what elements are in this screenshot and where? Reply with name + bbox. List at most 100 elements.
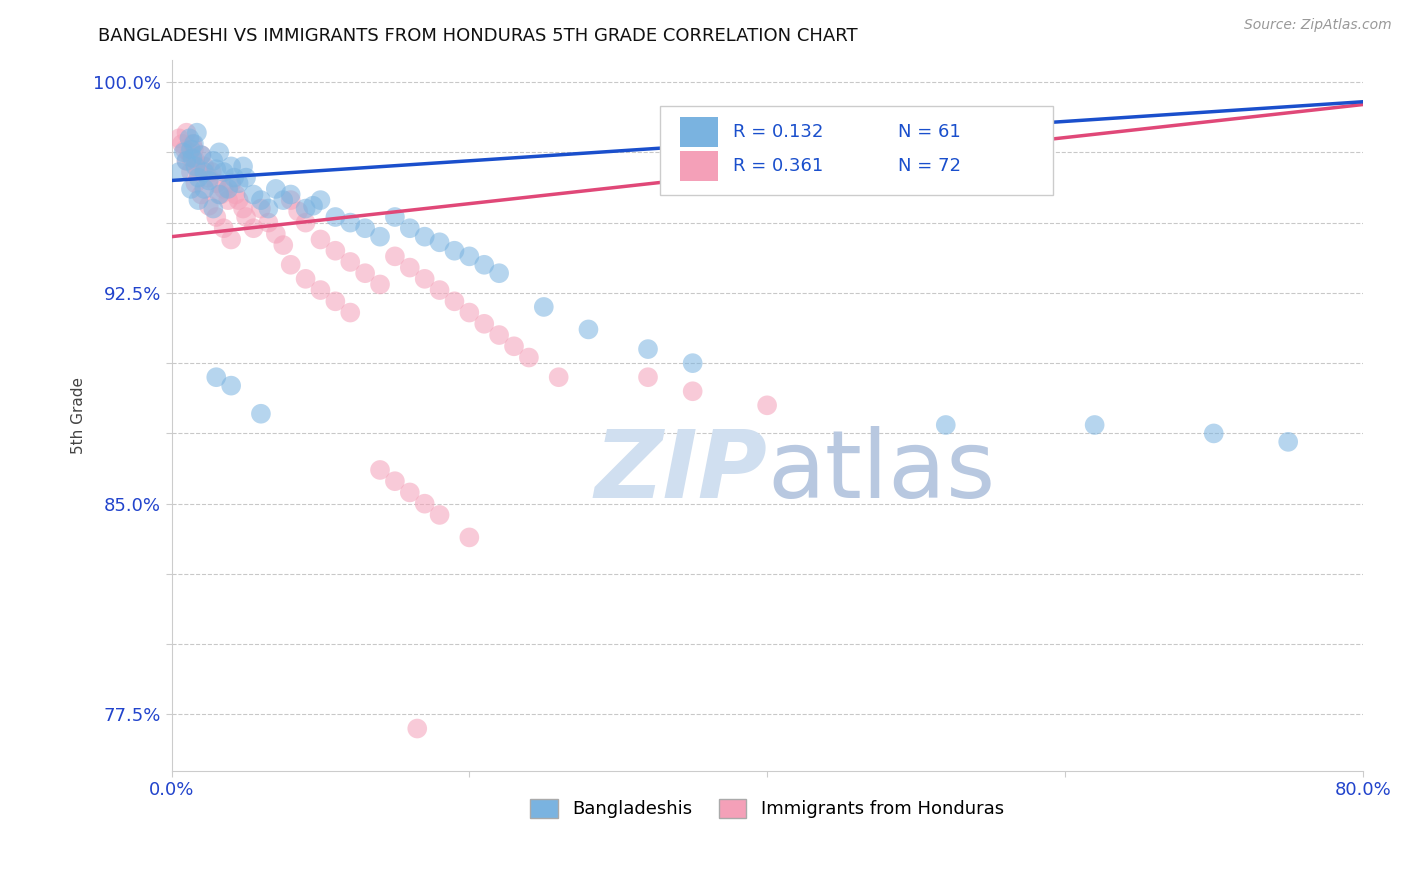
Point [443,244,465,258]
Point [458,530,481,544]
Point [205,370,228,384]
Point [228,193,250,207]
Point [184,160,207,174]
Point [472,258,495,272]
Point [187,193,209,207]
Point [271,193,294,207]
Point [198,199,221,213]
Point [280,187,302,202]
Point [756,398,779,412]
Point [180,151,202,165]
Point [264,182,287,196]
Point [183,143,205,157]
Point [1277,434,1299,449]
Point [325,294,347,309]
Point [235,170,257,185]
Point [202,153,225,168]
Point [225,187,247,202]
Point [413,229,436,244]
Point [184,153,207,168]
Point [1202,426,1225,441]
Point [368,229,391,244]
Point [183,136,205,151]
Point [458,305,481,319]
Text: R = 0.132: R = 0.132 [733,123,823,141]
Point [413,497,436,511]
Point [193,165,215,179]
Point [637,342,659,356]
Point [406,722,429,736]
Point [384,210,406,224]
Point [339,216,361,230]
Point [242,221,264,235]
Point [294,202,316,216]
Point [190,148,212,162]
Point [339,305,361,319]
Point [181,151,204,165]
Text: Source: ZipAtlas.com: Source: ZipAtlas.com [1244,18,1392,32]
Point [935,417,957,432]
Point [287,204,309,219]
Point [186,126,208,140]
Point [250,193,273,207]
Point [180,165,202,179]
Point [242,187,264,202]
Point [205,210,228,224]
Point [309,232,332,246]
Point [205,162,228,177]
Point [503,339,526,353]
Point [488,266,510,280]
Point [250,202,273,216]
Point [201,165,224,179]
Point [190,187,212,202]
Point [232,160,254,174]
Point [547,370,569,384]
Point [224,170,246,185]
Point [170,136,193,151]
Point [219,176,242,190]
Text: N = 72: N = 72 [898,157,962,175]
Point [1084,417,1107,432]
Point [219,160,242,174]
Point [264,227,287,241]
Point [294,272,316,286]
Point [325,210,347,224]
Point [187,165,209,179]
Point [429,235,451,250]
Point [219,232,242,246]
Point [368,277,391,292]
Point [179,131,201,145]
Point [384,249,406,263]
Text: atlas: atlas [768,426,995,518]
Point [250,407,273,421]
Point [309,193,332,207]
Point [294,216,316,230]
Point [257,202,280,216]
Point [190,148,212,162]
Point [179,145,201,160]
Point [398,260,420,275]
Point [413,272,436,286]
Point [212,221,235,235]
Point [167,165,190,179]
Point [173,145,195,160]
Point [354,221,377,235]
Point [228,176,250,190]
Point [193,182,215,196]
Text: ZIP: ZIP [595,426,768,518]
Point [682,356,704,370]
Point [682,384,704,399]
Point [533,300,555,314]
Point [180,143,202,157]
Point [217,193,239,207]
Text: BANGLADESHI VS IMMIGRANTS FROM HONDURAS 5TH GRADE CORRELATION CHART: BANGLADESHI VS IMMIGRANTS FROM HONDURAS … [98,27,858,45]
Point [212,182,235,196]
Point [280,193,302,207]
Point [176,153,198,168]
Point [637,370,659,384]
Point [217,182,239,196]
Point [257,216,280,230]
Point [443,294,465,309]
Point [176,126,198,140]
Point [368,463,391,477]
